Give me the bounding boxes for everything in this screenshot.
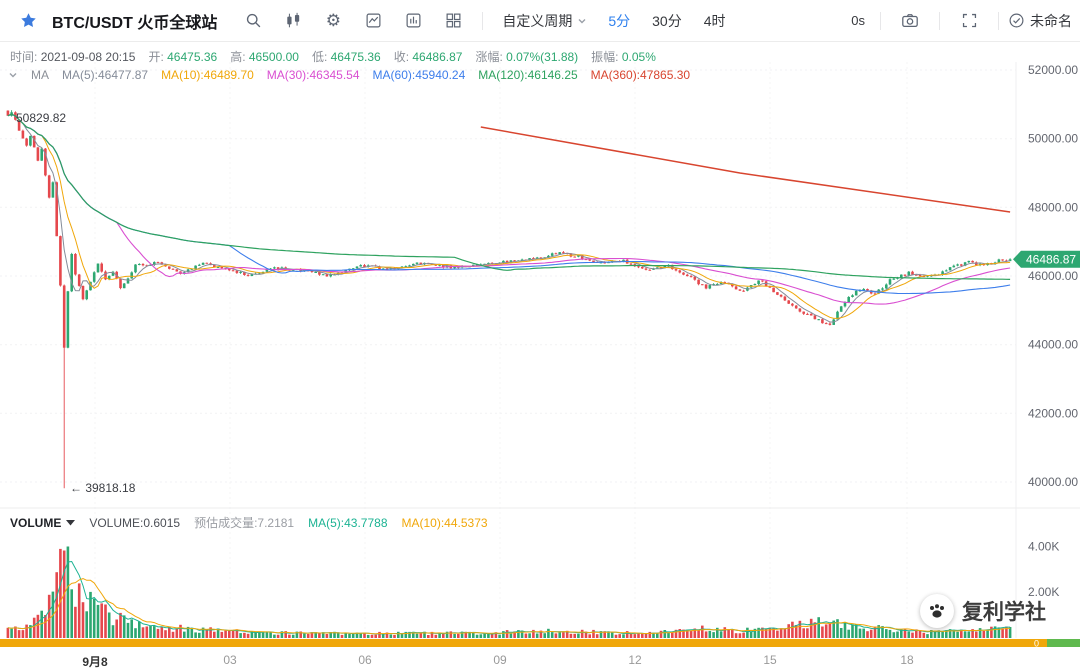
ma-legend-item-5: MA(360):47865.30 <box>590 68 691 82</box>
x-tick-0: 9月8 <box>82 655 108 669</box>
paw-logo-icon <box>920 594 954 628</box>
ma-legend-title: MA <box>31 68 49 82</box>
custom-period-label: 自定义周期 <box>502 12 573 29</box>
x-tick-1: 03 <box>223 653 237 667</box>
svg-text:44000.00: 44000.00 <box>1028 338 1078 352</box>
svg-text:0: 0 <box>1034 639 1039 649</box>
custom-period-dropdown[interactable]: 自定义周期 <box>502 11 587 31</box>
x-tick-3: 09 <box>493 653 507 667</box>
svg-text:2.00K: 2.00K <box>1028 585 1059 599</box>
collapse-chevron-icon[interactable] <box>8 70 18 80</box>
volume-legend: VOLUME VOLUME:0.6015 预估成交量:7.2181 MA(5):… <box>10 514 488 531</box>
svg-text:46486.87: 46486.87 <box>1026 252 1076 266</box>
svg-text:46000.00: 46000.00 <box>1028 269 1078 283</box>
period-tab-4h[interactable]: 4时 <box>703 12 726 29</box>
search-icon[interactable] <box>240 8 266 34</box>
compare-symbol-icon[interactable] <box>400 8 426 34</box>
ma-legend-item-4: MA(120):46146.25 <box>478 68 578 82</box>
toolbar: BTC/USDT 火币全球站 ⚙ 自定义周期 5分 30分 4时 0s <box>0 0 1080 42</box>
toolbar-divider <box>998 11 999 30</box>
annotation-session-low: ← 39818.18 <box>70 481 136 495</box>
toolbar-divider <box>939 11 940 30</box>
toolbar-divider <box>482 11 484 30</box>
chart-area: 52000.00 50000.00 48000.00 46000.00 44000.00… <box>0 42 1080 648</box>
svg-text:48000.00: 48000.00 <box>1028 200 1078 214</box>
chevron-down-icon <box>577 16 587 26</box>
svg-text:42000.00: 42000.00 <box>1028 406 1078 420</box>
settings-gear-icon[interactable]: ⚙ <box>325 11 341 30</box>
fullscreen-icon[interactable] <box>956 8 982 34</box>
ma-lines-layer <box>7 113 1011 323</box>
annotation-session-high: 50829.82 <box>16 111 66 125</box>
ma-legend-item-2: MA(30):46345.54 <box>266 68 360 82</box>
vol-ma10-label: MA(10):44.5373 <box>401 515 488 530</box>
layout-name[interactable]: 未命名 <box>1008 11 1072 31</box>
svg-text:4.00K: 4.00K <box>1028 539 1059 553</box>
svg-text:40000.00: 40000.00 <box>1028 475 1078 489</box>
symbol-title: BTC/USDT 火币全球站 <box>52 14 218 32</box>
range-scrollbar: 0 <box>0 639 1080 649</box>
ma-legend: MA MA(5):46477.87 MA(10):46489.70 MA(30)… <box>8 68 690 82</box>
x-tick-4: 12 <box>628 653 642 667</box>
period-tab-30m[interactable]: 30分 <box>652 12 682 29</box>
time-axis[interactable]: 9月8 03 06 09 12 15 18 <box>0 648 1080 672</box>
svg-text:52000.00: 52000.00 <box>1028 63 1078 77</box>
toolbar-right-group: 0s 未命名 <box>845 8 1072 34</box>
svg-text:50000.00: 50000.00 <box>1028 132 1078 146</box>
x-tick-6: 18 <box>900 653 914 667</box>
current-price-tag: 46486.87 <box>1013 250 1080 268</box>
indicator-chart-icon[interactable] <box>360 8 386 34</box>
watermark: 复利学社 <box>920 594 1046 628</box>
countdown-timer: 0s <box>851 13 865 28</box>
x-tick-2: 06 <box>358 653 372 667</box>
candlestick-chart-canvas[interactable]: 52000.00 50000.00 48000.00 46000.00 44000.00… <box>0 42 1080 648</box>
candles-layer <box>6 110 1012 489</box>
price-axis-labels: 52000.00 50000.00 48000.00 46000.00 44000.00… <box>1028 63 1078 599</box>
favorite-star-icon[interactable] <box>15 8 41 34</box>
check-circle-icon <box>1008 12 1025 29</box>
volume-indicator-dropdown[interactable]: VOLUME <box>10 515 76 530</box>
ma-legend-item-3: MA(60):45940.24 <box>372 68 466 82</box>
toolbar-divider <box>880 11 881 30</box>
triangle-down-icon <box>66 519 76 526</box>
volume-current-value: VOLUME:0.6015 <box>89 515 181 530</box>
volume-ma-lines <box>7 560 1011 635</box>
vol-ma5-label: MA(5):43.7788 <box>308 515 388 530</box>
ma-legend-item-1: MA(10):46489.70 <box>161 68 254 82</box>
volume-estimate-value: 预估成交量:7.2181 <box>194 516 295 530</box>
period-tab-5m[interactable]: 5分 <box>608 12 631 29</box>
watermark-text: 复利学社 <box>962 601 1046 624</box>
volume-indicator-name: VOLUME <box>10 515 62 530</box>
camera-snapshot-icon[interactable] <box>897 8 923 34</box>
kline-style-icon[interactable] <box>280 8 306 34</box>
x-tick-5: 15 <box>763 653 777 667</box>
ma-legend-item-0: MA(5):46477.87 <box>62 68 149 82</box>
multi-layout-icon[interactable] <box>440 8 466 34</box>
grid-layer <box>0 62 1080 638</box>
layout-name-label: 未命名 <box>1030 12 1072 29</box>
